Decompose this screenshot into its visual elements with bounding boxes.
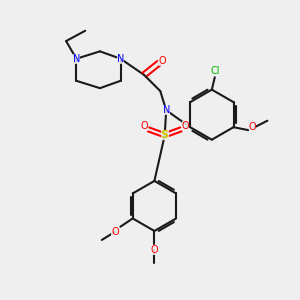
Text: S: S bbox=[161, 130, 169, 140]
Text: O: O bbox=[140, 122, 148, 131]
Text: O: O bbox=[249, 122, 256, 132]
Text: Cl: Cl bbox=[211, 66, 220, 76]
Text: O: O bbox=[159, 56, 166, 66]
Text: O: O bbox=[111, 227, 119, 237]
Text: O: O bbox=[151, 245, 158, 255]
Text: O: O bbox=[182, 122, 189, 131]
Text: N: N bbox=[117, 54, 124, 64]
Text: N: N bbox=[73, 54, 80, 64]
Text: N: N bbox=[163, 105, 170, 115]
